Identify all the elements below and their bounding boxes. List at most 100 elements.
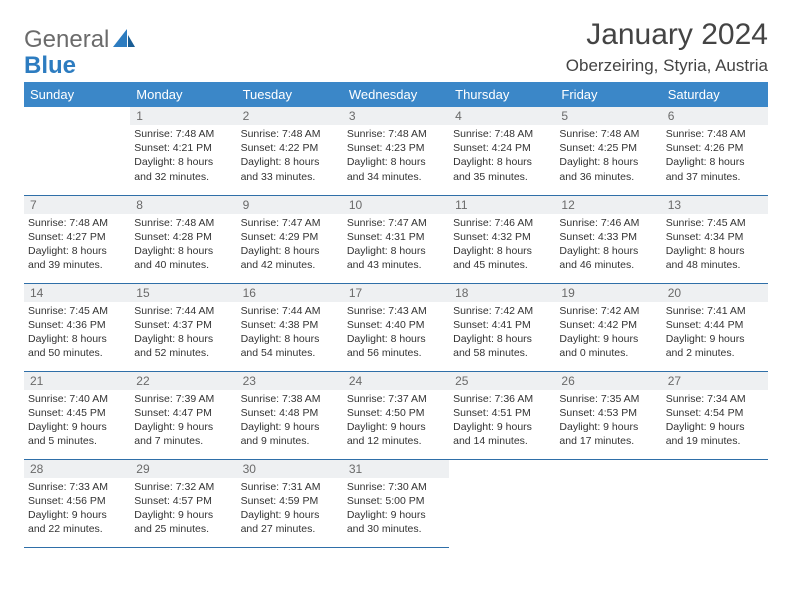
day-info: Sunrise: 7:41 AMSunset: 4:44 PMDaylight:…	[662, 302, 768, 365]
calendar-week-row: 28Sunrise: 7:33 AMSunset: 4:56 PMDayligh…	[24, 459, 768, 547]
weekday-header: Monday	[130, 82, 236, 107]
calendar-day-cell	[662, 459, 768, 547]
day-number: 13	[662, 196, 768, 214]
day-number: 8	[130, 196, 236, 214]
day-info: Sunrise: 7:31 AMSunset: 4:59 PMDaylight:…	[237, 478, 343, 541]
day-info: Sunrise: 7:48 AMSunset: 4:21 PMDaylight:…	[130, 125, 236, 188]
day-info: Sunrise: 7:33 AMSunset: 4:56 PMDaylight:…	[24, 478, 130, 541]
day-info: Sunrise: 7:48 AMSunset: 4:24 PMDaylight:…	[449, 125, 555, 188]
weekday-header: Wednesday	[343, 82, 449, 107]
day-info: Sunrise: 7:47 AMSunset: 4:31 PMDaylight:…	[343, 214, 449, 277]
day-info: Sunrise: 7:45 AMSunset: 4:36 PMDaylight:…	[24, 302, 130, 365]
day-info: Sunrise: 7:43 AMSunset: 4:40 PMDaylight:…	[343, 302, 449, 365]
day-info: Sunrise: 7:32 AMSunset: 4:57 PMDaylight:…	[130, 478, 236, 541]
day-number: 7	[24, 196, 130, 214]
day-number: 2	[237, 107, 343, 125]
calendar-day-cell: 31Sunrise: 7:30 AMSunset: 5:00 PMDayligh…	[343, 459, 449, 547]
day-info: Sunrise: 7:46 AMSunset: 4:32 PMDaylight:…	[449, 214, 555, 277]
logo-sail-icon	[113, 26, 135, 54]
weekday-header: Saturday	[662, 82, 768, 107]
day-number: 24	[343, 372, 449, 390]
day-number: 11	[449, 196, 555, 214]
location: Oberzeiring, Styria, Austria	[566, 56, 768, 76]
calendar-day-cell: 25Sunrise: 7:36 AMSunset: 4:51 PMDayligh…	[449, 371, 555, 459]
day-number: 27	[662, 372, 768, 390]
calendar-day-cell: 26Sunrise: 7:35 AMSunset: 4:53 PMDayligh…	[555, 371, 661, 459]
calendar-day-cell: 4Sunrise: 7:48 AMSunset: 4:24 PMDaylight…	[449, 107, 555, 195]
calendar-day-cell: 19Sunrise: 7:42 AMSunset: 4:42 PMDayligh…	[555, 283, 661, 371]
day-info: Sunrise: 7:37 AMSunset: 4:50 PMDaylight:…	[343, 390, 449, 453]
day-number: 21	[24, 372, 130, 390]
day-number: 12	[555, 196, 661, 214]
day-info: Sunrise: 7:47 AMSunset: 4:29 PMDaylight:…	[237, 214, 343, 277]
calendar-day-cell: 16Sunrise: 7:44 AMSunset: 4:38 PMDayligh…	[237, 283, 343, 371]
calendar-day-cell: 24Sunrise: 7:37 AMSunset: 4:50 PMDayligh…	[343, 371, 449, 459]
calendar-day-cell: 1Sunrise: 7:48 AMSunset: 4:21 PMDaylight…	[130, 107, 236, 195]
day-number: 1	[130, 107, 236, 125]
title-block: January 2024 Oberzeiring, Styria, Austri…	[566, 18, 768, 76]
day-number: 16	[237, 284, 343, 302]
day-number: 26	[555, 372, 661, 390]
calendar-day-cell: 13Sunrise: 7:45 AMSunset: 4:34 PMDayligh…	[662, 195, 768, 283]
calendar-day-cell: 17Sunrise: 7:43 AMSunset: 4:40 PMDayligh…	[343, 283, 449, 371]
calendar-day-cell	[24, 107, 130, 195]
day-number: 5	[555, 107, 661, 125]
day-number: 18	[449, 284, 555, 302]
day-number: 30	[237, 460, 343, 478]
calendar-day-cell: 23Sunrise: 7:38 AMSunset: 4:48 PMDayligh…	[237, 371, 343, 459]
day-number: 20	[662, 284, 768, 302]
calendar-day-cell: 27Sunrise: 7:34 AMSunset: 4:54 PMDayligh…	[662, 371, 768, 459]
day-info: Sunrise: 7:45 AMSunset: 4:34 PMDaylight:…	[662, 214, 768, 277]
day-number: 4	[449, 107, 555, 125]
calendar-table: SundayMondayTuesdayWednesdayThursdayFrid…	[24, 82, 768, 548]
calendar-day-cell: 18Sunrise: 7:42 AMSunset: 4:41 PMDayligh…	[449, 283, 555, 371]
calendar-day-cell: 6Sunrise: 7:48 AMSunset: 4:26 PMDaylight…	[662, 107, 768, 195]
logo-line2: Blue	[24, 44, 76, 80]
calendar-week-row: 1Sunrise: 7:48 AMSunset: 4:21 PMDaylight…	[24, 107, 768, 195]
calendar-week-row: 14Sunrise: 7:45 AMSunset: 4:36 PMDayligh…	[24, 283, 768, 371]
day-info: Sunrise: 7:35 AMSunset: 4:53 PMDaylight:…	[555, 390, 661, 453]
calendar-day-cell: 28Sunrise: 7:33 AMSunset: 4:56 PMDayligh…	[24, 459, 130, 547]
calendar-day-cell: 7Sunrise: 7:48 AMSunset: 4:27 PMDaylight…	[24, 195, 130, 283]
day-info: Sunrise: 7:39 AMSunset: 4:47 PMDaylight:…	[130, 390, 236, 453]
day-info: Sunrise: 7:44 AMSunset: 4:38 PMDaylight:…	[237, 302, 343, 365]
day-number: 3	[343, 107, 449, 125]
calendar-day-cell: 20Sunrise: 7:41 AMSunset: 4:44 PMDayligh…	[662, 283, 768, 371]
calendar-day-cell	[449, 459, 555, 547]
calendar-day-cell: 11Sunrise: 7:46 AMSunset: 4:32 PMDayligh…	[449, 195, 555, 283]
weekday-header: Friday	[555, 82, 661, 107]
day-info: Sunrise: 7:46 AMSunset: 4:33 PMDaylight:…	[555, 214, 661, 277]
calendar-day-cell: 22Sunrise: 7:39 AMSunset: 4:47 PMDayligh…	[130, 371, 236, 459]
day-info: Sunrise: 7:34 AMSunset: 4:54 PMDaylight:…	[662, 390, 768, 453]
logo-text-blue: Blue	[24, 52, 76, 80]
calendar-head: SundayMondayTuesdayWednesdayThursdayFrid…	[24, 82, 768, 107]
calendar-day-cell	[555, 459, 661, 547]
header: General January 2024 Oberzeiring, Styria…	[24, 18, 768, 76]
calendar-body: 1Sunrise: 7:48 AMSunset: 4:21 PMDaylight…	[24, 107, 768, 547]
day-info: Sunrise: 7:30 AMSunset: 5:00 PMDaylight:…	[343, 478, 449, 541]
day-info: Sunrise: 7:38 AMSunset: 4:48 PMDaylight:…	[237, 390, 343, 453]
calendar-week-row: 7Sunrise: 7:48 AMSunset: 4:27 PMDaylight…	[24, 195, 768, 283]
day-number: 6	[662, 107, 768, 125]
calendar-day-cell: 3Sunrise: 7:48 AMSunset: 4:23 PMDaylight…	[343, 107, 449, 195]
day-info: Sunrise: 7:48 AMSunset: 4:27 PMDaylight:…	[24, 214, 130, 277]
calendar-day-cell: 14Sunrise: 7:45 AMSunset: 4:36 PMDayligh…	[24, 283, 130, 371]
day-info: Sunrise: 7:44 AMSunset: 4:37 PMDaylight:…	[130, 302, 236, 365]
calendar-day-cell: 8Sunrise: 7:48 AMSunset: 4:28 PMDaylight…	[130, 195, 236, 283]
calendar-day-cell: 10Sunrise: 7:47 AMSunset: 4:31 PMDayligh…	[343, 195, 449, 283]
month-title: January 2024	[566, 18, 768, 52]
weekday-header: Sunday	[24, 82, 130, 107]
day-number: 29	[130, 460, 236, 478]
calendar-day-cell: 5Sunrise: 7:48 AMSunset: 4:25 PMDaylight…	[555, 107, 661, 195]
day-number: 25	[449, 372, 555, 390]
day-number: 23	[237, 372, 343, 390]
day-number: 9	[237, 196, 343, 214]
day-number: 17	[343, 284, 449, 302]
calendar-day-cell: 15Sunrise: 7:44 AMSunset: 4:37 PMDayligh…	[130, 283, 236, 371]
calendar-day-cell: 9Sunrise: 7:47 AMSunset: 4:29 PMDaylight…	[237, 195, 343, 283]
day-number: 22	[130, 372, 236, 390]
weekday-row: SundayMondayTuesdayWednesdayThursdayFrid…	[24, 82, 768, 107]
calendar-day-cell: 2Sunrise: 7:48 AMSunset: 4:22 PMDaylight…	[237, 107, 343, 195]
weekday-header: Tuesday	[237, 82, 343, 107]
calendar-day-cell: 12Sunrise: 7:46 AMSunset: 4:33 PMDayligh…	[555, 195, 661, 283]
